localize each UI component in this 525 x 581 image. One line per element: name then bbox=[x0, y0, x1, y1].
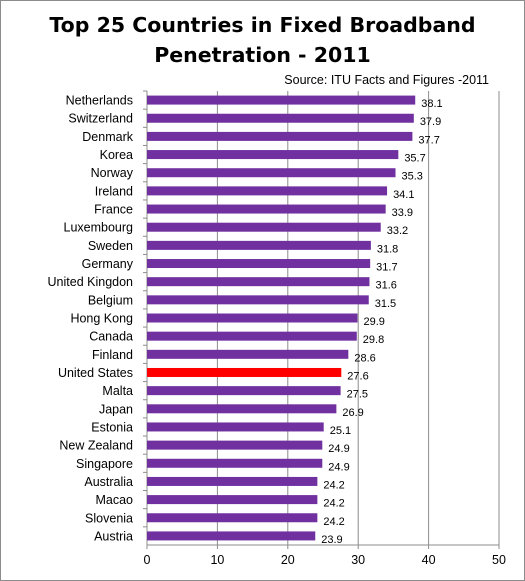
bar bbox=[147, 367, 342, 377]
category-label: Ireland bbox=[95, 184, 133, 198]
value-label: 24.2 bbox=[323, 516, 344, 528]
x-tick-label: 10 bbox=[210, 553, 224, 567]
value-label: 31.6 bbox=[375, 280, 396, 292]
value-label: 31.7 bbox=[376, 262, 397, 274]
value-label: 28.6 bbox=[354, 352, 375, 364]
x-tick-label: 50 bbox=[492, 553, 506, 567]
value-label: 23.9 bbox=[321, 534, 342, 546]
bar bbox=[147, 313, 358, 323]
value-label: 31.5 bbox=[375, 298, 396, 310]
bar bbox=[147, 186, 388, 196]
category-label: Germany bbox=[82, 257, 134, 271]
category-label: Netherlands bbox=[66, 94, 133, 108]
x-tick-label: 20 bbox=[281, 553, 295, 567]
category-label: Malta bbox=[102, 384, 133, 398]
category-label: Australia bbox=[84, 475, 133, 489]
bar bbox=[147, 131, 413, 141]
bar bbox=[147, 386, 341, 396]
category-label: Austria bbox=[94, 529, 133, 543]
bar bbox=[147, 440, 323, 450]
category-label: Luxembourg bbox=[64, 221, 134, 235]
category-label: Singapore bbox=[76, 457, 133, 471]
bars bbox=[147, 95, 416, 541]
bar bbox=[147, 277, 370, 287]
bar bbox=[147, 204, 386, 214]
value-label: 25.1 bbox=[330, 425, 351, 437]
bar bbox=[147, 513, 318, 523]
value-label: 29.8 bbox=[363, 334, 384, 346]
category-label: France bbox=[94, 203, 133, 217]
bar bbox=[147, 422, 324, 432]
value-label: 34.1 bbox=[393, 189, 414, 201]
value-label: 24.9 bbox=[328, 443, 349, 455]
value-label: 24.2 bbox=[323, 479, 344, 491]
bar bbox=[147, 150, 399, 160]
value-label: 33.2 bbox=[387, 225, 408, 237]
value-label: 35.3 bbox=[402, 171, 423, 183]
category-label: Estonia bbox=[91, 420, 133, 434]
category-label: Denmark bbox=[82, 130, 133, 144]
category-label: Norway bbox=[91, 166, 134, 180]
value-label: 35.7 bbox=[404, 153, 425, 165]
bar bbox=[147, 259, 371, 269]
value-label: 26.9 bbox=[342, 407, 363, 419]
category-label: United Kingdon bbox=[48, 275, 134, 289]
value-label: 33.9 bbox=[392, 207, 413, 219]
chart-source: Source: ITU Facts and Figures -2011 bbox=[284, 73, 489, 87]
bar bbox=[147, 531, 316, 541]
value-label: 29.9 bbox=[363, 316, 384, 328]
chart-title: Top 25 Countries in Fixed Broadband Pene… bbox=[49, 13, 476, 67]
value-label: 31.8 bbox=[377, 243, 398, 255]
bar bbox=[147, 495, 318, 505]
bar bbox=[147, 113, 414, 123]
category-label: Macao bbox=[95, 493, 133, 507]
bar bbox=[147, 458, 323, 468]
bar bbox=[147, 240, 371, 250]
category-label: Slovenia bbox=[85, 511, 133, 525]
value-label: 27.5 bbox=[347, 389, 368, 401]
category-label: Korea bbox=[100, 148, 133, 162]
category-label: Finland bbox=[92, 348, 133, 362]
category-label: Sweden bbox=[88, 239, 133, 253]
value-label: 24.2 bbox=[323, 498, 344, 510]
bar bbox=[147, 331, 357, 341]
x-tick-label: 40 bbox=[422, 553, 436, 567]
bar bbox=[147, 349, 349, 359]
value-label: 24.9 bbox=[328, 461, 349, 473]
value-label: 37.9 bbox=[420, 116, 441, 128]
x-tick-label: 30 bbox=[351, 553, 365, 567]
bar bbox=[147, 95, 416, 105]
category-label: Canada bbox=[89, 330, 133, 344]
x-tick-label: 0 bbox=[144, 553, 151, 567]
category-label: New Zealand bbox=[59, 439, 133, 453]
category-label: Hong Kong bbox=[70, 312, 133, 326]
value-label: 27.6 bbox=[347, 370, 368, 382]
category-label: Switzerland bbox=[68, 112, 133, 126]
category-label: Japan bbox=[99, 402, 133, 416]
value-label: 38.1 bbox=[421, 98, 442, 110]
bar bbox=[147, 404, 337, 414]
bar bbox=[147, 295, 369, 305]
category-label: Belgium bbox=[88, 293, 133, 307]
category-label: United States bbox=[58, 366, 133, 380]
bar bbox=[147, 168, 396, 178]
value-label: 37.7 bbox=[418, 134, 439, 146]
labels: 0 10 20 30 40 50 Netherlands 38.1 Switzerland 37.… bbox=[48, 94, 506, 567]
bar bbox=[147, 222, 381, 232]
bar bbox=[147, 476, 318, 486]
